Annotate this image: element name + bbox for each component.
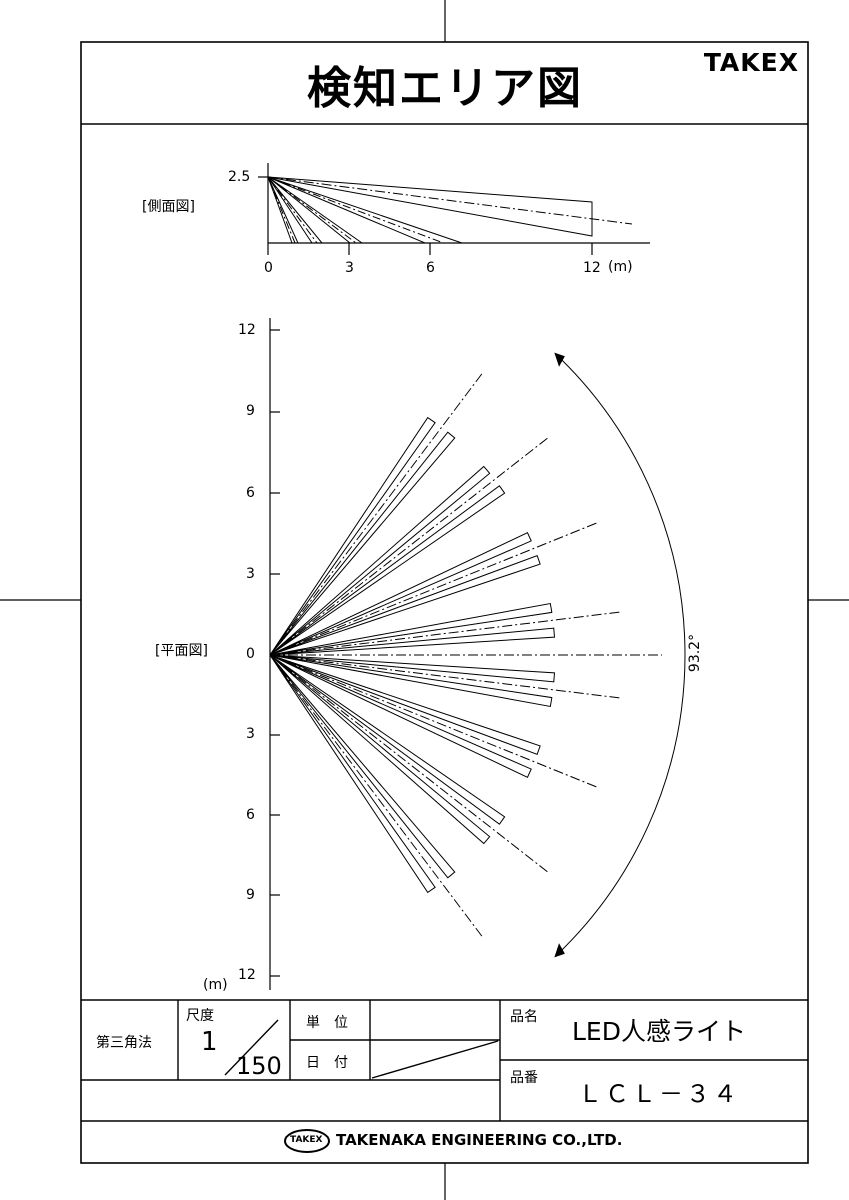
plan-y-tick: 6 [246,485,255,501]
brand-logo: TAKEX [703,48,799,77]
side-y-tick: 2.5 [228,169,251,185]
date-label: 日 付 [306,1055,348,1071]
plan-beam-centerline [269,436,551,656]
projection-method: 第三角法 [96,1035,152,1051]
product-code-label: 品番 [510,1070,538,1086]
angle-arrow-bottom [554,943,565,958]
scale-numerator: 1 [201,1027,218,1057]
product-name-label: 品名 [510,1009,538,1025]
side-beam-centerline [267,176,296,244]
plan-y-tick: 0 [246,646,255,662]
plan-beam [269,654,436,894]
plan-y-tick: 9 [246,403,255,419]
product-code: ＬＣＬ－３４ [578,1080,740,1108]
side-beam [267,176,463,244]
product-name: LED人感ライト [572,1017,746,1046]
company-name: TAKENAKA ENGINEERING CO.,LTD. [336,1131,623,1149]
plan-unit: (m) [203,977,228,993]
angle-label: 93.2° [687,633,704,673]
plan-beam [269,654,553,708]
plan-beam-centerline [269,654,485,939]
plan-beam [269,554,541,656]
plan-beam [269,532,532,656]
scale-label: 尺度 [186,1008,214,1024]
angle-dimension [554,352,686,958]
page-title: 検知エリア図 [307,63,583,114]
plan-beam-centerline [269,654,600,789]
plan-beam-centerline [269,611,623,656]
side-x-tick-3: 3 [345,260,354,276]
plan-beam-centerline [269,654,551,874]
side-view-axes [258,163,650,255]
side-beam [267,176,593,237]
side-view-label: [側面図] [142,199,195,215]
side-x-tick-6: 6 [426,260,435,276]
plan-beam [269,485,506,656]
plan-beam [269,627,556,656]
side-beam-centerline [267,176,444,244]
side-beam-centerline [267,176,318,244]
plan-view-beams [269,371,662,939]
plan-y-tick: 6 [246,807,255,823]
side-beam-centerline [267,176,633,225]
plan-view-axis [269,318,280,990]
side-view-beams [267,176,633,244]
plan-beam [269,654,456,879]
plan-beam [269,654,491,845]
plan-beam [269,431,456,656]
side-x-tick-0: 0 [264,260,273,276]
side-beam [267,176,364,244]
footer-logo-mark: TAKEX [290,1135,323,1145]
side-beam-centerline [267,176,357,244]
side-unit: (m) [608,259,633,275]
plan-y-tick: 9 [246,887,255,903]
plan-beam [269,416,436,656]
title-block-grid [81,1000,808,1122]
footer-logo-oval [284,1129,330,1153]
angle-arrow-top [554,352,565,367]
scale-denominator: 150 [236,1052,282,1080]
plan-beam-centerline [269,371,485,656]
plan-y-tick: 12 [238,967,256,983]
plan-beam-centerline [269,654,623,699]
plan-beam [269,654,506,825]
unit-label: 単 位 [306,1015,348,1031]
plan-y-tick: 12 [238,322,256,338]
plan-beam [269,654,556,683]
side-view-diagram [258,163,650,255]
plan-beam [269,654,532,778]
sheet-frame [80,41,809,1164]
plan-beam [269,465,491,656]
plan-beam-centerline [269,521,600,656]
side-x-tick-12: 12 [583,260,601,276]
plan-y-tick: 3 [246,566,255,582]
plan-beam [269,602,553,656]
plan-view-label: [平面図] [155,643,208,659]
plan-beam [269,654,541,756]
plan-view-diagram [269,318,686,990]
plan-y-tick: 3 [246,726,255,742]
